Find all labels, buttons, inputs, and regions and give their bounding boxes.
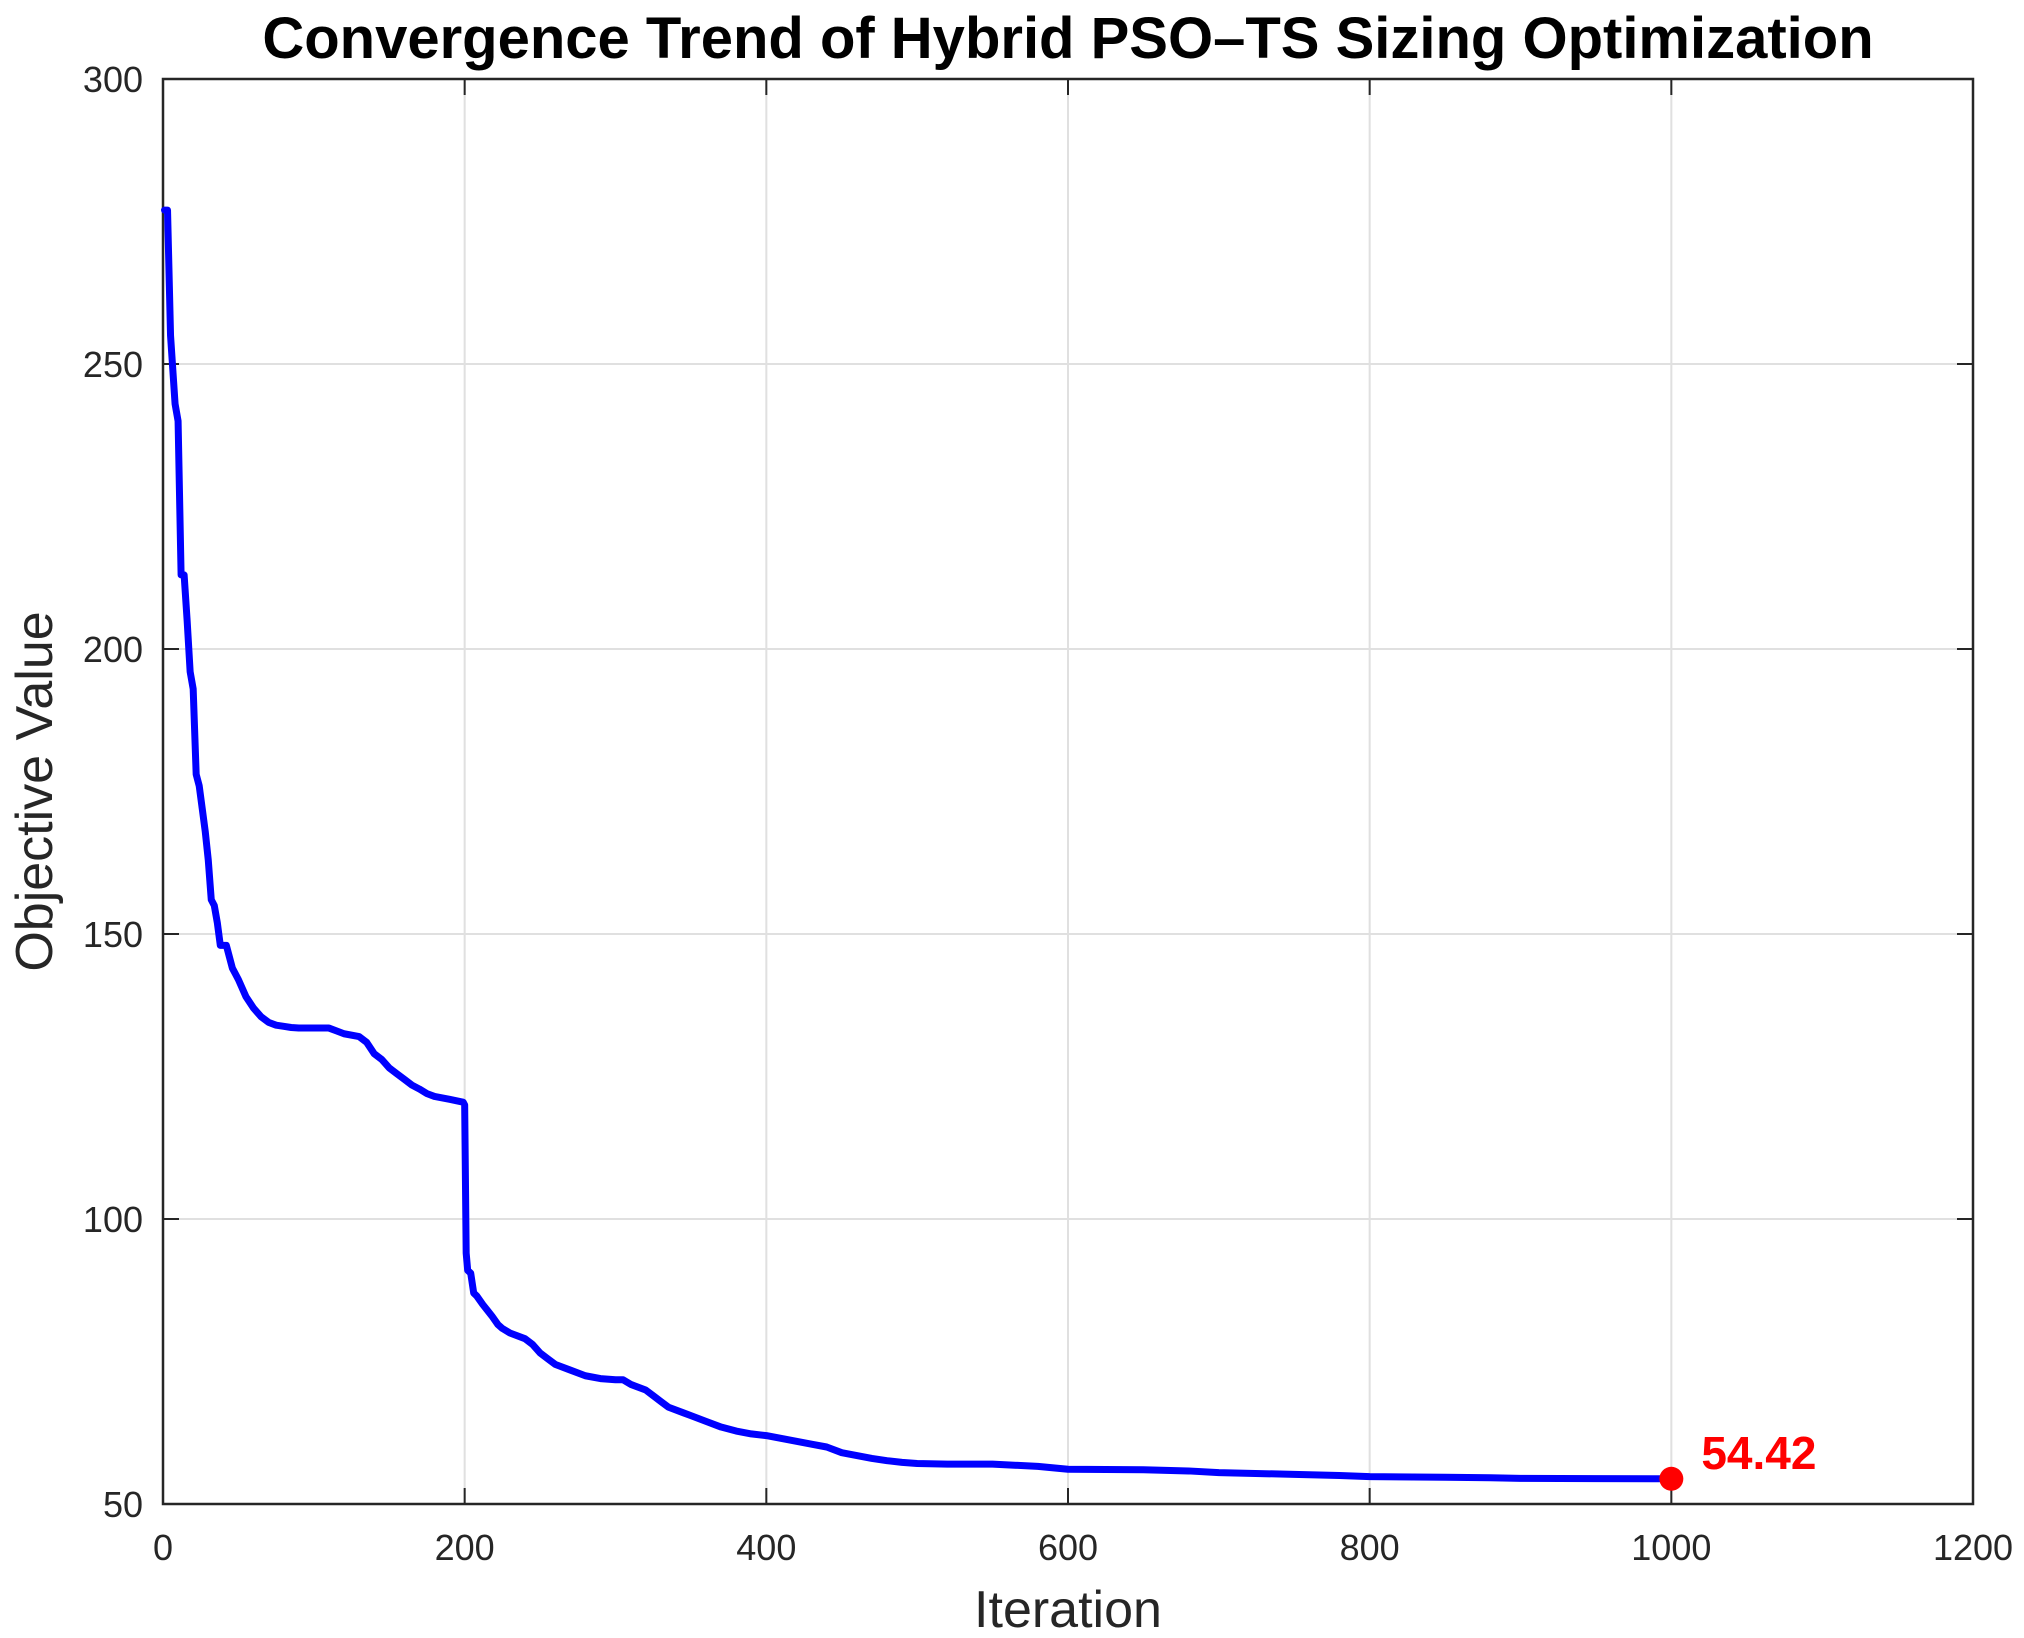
y-axis-label: Objective Value	[6, 611, 64, 971]
x-tick-label: 600	[1038, 1527, 1098, 1568]
y-tick-label: 300	[83, 59, 143, 100]
x-tick-label: 0	[153, 1527, 173, 1568]
final-value-marker	[1659, 1466, 1684, 1491]
axis-ticks	[162, 78, 1974, 1505]
y-axis-tick-labels: 50 100 150 200 250 300	[83, 59, 143, 1525]
grid-lines	[163, 79, 1973, 1504]
x-tick-label: 800	[1340, 1527, 1400, 1568]
chart-title: Convergence Trend of Hybrid PSO–TS Sizin…	[262, 6, 1873, 71]
y-tick-label: 250	[83, 344, 143, 385]
y-tick-label: 200	[83, 629, 143, 670]
x-tick-label: 1000	[1631, 1527, 1711, 1568]
convergence-series-line	[161, 206, 1675, 1483]
y-tick-label: 100	[83, 1199, 143, 1240]
x-tick-label: 1200	[1933, 1527, 2013, 1568]
x-axis-tick-labels: 0 200 400 600 800 1000 1200	[153, 1527, 2013, 1568]
x-axis-label: Iteration	[974, 1581, 1162, 1638]
y-tick-label: 150	[83, 914, 143, 955]
x-tick-label: 200	[435, 1527, 495, 1568]
x-tick-label: 400	[736, 1527, 796, 1568]
final-value-label: 54.42	[1701, 1427, 1816, 1479]
y-tick-label: 50	[103, 1484, 143, 1525]
